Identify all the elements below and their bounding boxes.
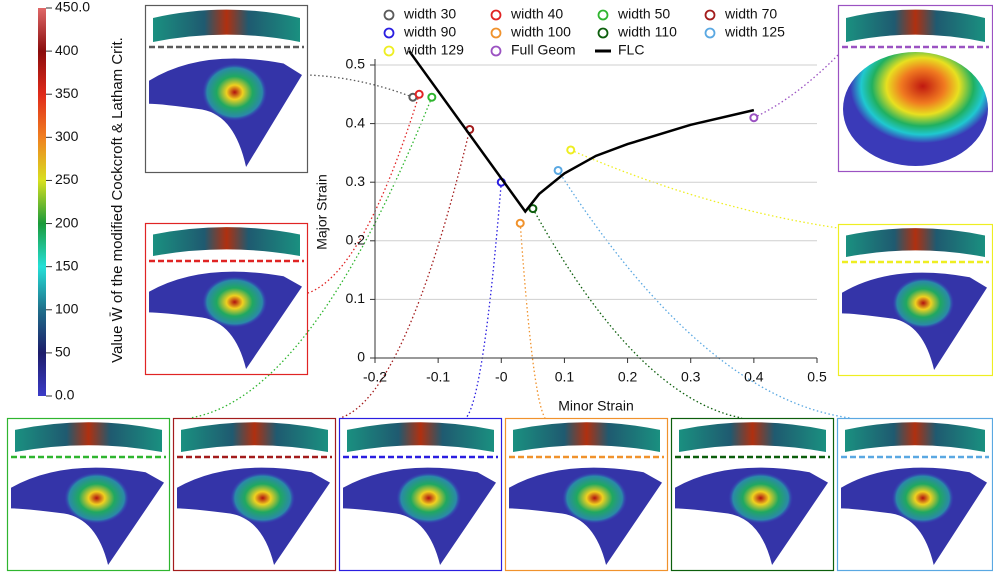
strain-zone <box>230 472 296 524</box>
strain-zone <box>202 276 268 328</box>
strain-zone <box>891 472 954 524</box>
cross-section <box>153 227 300 256</box>
legend-swatch <box>383 45 395 57</box>
connector <box>557 170 851 419</box>
strain-zone <box>396 472 462 524</box>
cross-section <box>845 422 985 452</box>
strain-zone <box>892 277 955 329</box>
cross-section <box>513 422 660 452</box>
legend-label: width 100 <box>510 24 571 40</box>
legend-label: width 40 <box>510 6 563 22</box>
cross-section <box>846 228 985 257</box>
connector <box>753 54 839 119</box>
strain-zone <box>202 63 268 121</box>
x-tick-label: -0.1 <box>426 369 450 385</box>
x-tick-label: -0.2 <box>363 369 387 385</box>
legend-swatch <box>597 27 609 39</box>
colorbar-tick-label: 100 <box>55 300 79 316</box>
data-point <box>528 204 538 214</box>
colorbar <box>38 8 46 396</box>
connector <box>189 96 433 419</box>
colorbar-tick-label: 150 <box>55 257 79 273</box>
panels <box>6 4 993 572</box>
image-panel <box>837 4 993 173</box>
y-tick-label: 0.1 <box>346 290 366 306</box>
colorbar-tick-label: 50 <box>55 344 71 360</box>
legend-label: width 125 <box>724 24 785 40</box>
legend-swatch <box>383 27 395 39</box>
data-point <box>414 89 424 99</box>
legend-label: width 110 <box>617 24 677 40</box>
cross-section <box>679 422 826 452</box>
x-axis-title: Minor Strain <box>558 398 633 414</box>
colorbar-title: Value W̄ of the modified Cockcroft & Lat… <box>109 37 126 363</box>
data-point <box>749 113 759 123</box>
y-tick-label: 0.4 <box>346 114 366 130</box>
strain-zone <box>64 472 130 524</box>
image-panel <box>144 222 309 376</box>
y-tick-label: 0 <box>357 349 365 365</box>
image-panel <box>837 223 993 377</box>
image-panel <box>6 417 171 572</box>
cross-section <box>347 422 494 452</box>
legend-label: width 70 <box>724 6 777 22</box>
legend-swatch <box>704 27 716 39</box>
colorbar-tick-label: 250 <box>55 171 79 187</box>
legend-label: FLC <box>618 42 644 58</box>
legend-swatch <box>704 9 716 21</box>
colorbar-tick-label: 400 <box>55 42 79 58</box>
strain-zone <box>562 472 628 524</box>
cross-section <box>846 9 985 42</box>
x-tick-label: 0.3 <box>681 369 701 385</box>
y-tick-label: 0.2 <box>346 232 366 248</box>
legend-label: width 90 <box>403 24 456 40</box>
legend-swatch <box>490 27 502 39</box>
connectors <box>189 54 851 419</box>
colorbar-tick-label: 0.0 <box>55 387 75 403</box>
x-tick-label: -0 <box>495 369 508 385</box>
y-tick-label: 0.5 <box>346 56 366 72</box>
dome <box>843 52 988 166</box>
data-point <box>566 145 576 155</box>
x-tick-label: 0.4 <box>744 369 764 385</box>
legend-swatch <box>597 9 609 21</box>
y-tick-label: 0.3 <box>346 173 366 189</box>
connector <box>532 208 743 419</box>
legend-label: Full Geom <box>511 42 576 58</box>
image-panel <box>338 417 503 572</box>
x-tick-label: 0.1 <box>555 369 575 385</box>
colorbar-tick-label: 200 <box>55 214 79 230</box>
legend-swatch <box>383 9 395 21</box>
flc-line <box>408 50 755 214</box>
legend-swatch <box>490 9 502 21</box>
image-panel <box>504 417 669 572</box>
connector <box>307 94 420 294</box>
strain-zone <box>728 472 794 524</box>
image-panel <box>144 4 309 174</box>
colorbar-tick-label: 450.0 <box>55 0 90 15</box>
data-point <box>515 218 525 228</box>
legend-label: width 30 <box>403 6 456 22</box>
connector <box>307 74 414 98</box>
y-axis-title: Major Strain <box>314 174 330 249</box>
image-panel <box>172 417 337 572</box>
colorbar-tick-label: 350 <box>55 85 79 101</box>
data-point <box>553 165 563 175</box>
connector <box>519 223 546 419</box>
image-panel <box>836 417 993 572</box>
data-point <box>427 92 437 102</box>
x-tick-label: 0.2 <box>618 369 638 385</box>
connector <box>339 129 471 419</box>
cross-section <box>181 422 328 452</box>
legend-swatch <box>490 45 502 57</box>
x-tick-label: 0.5 <box>807 369 827 385</box>
connector <box>570 149 839 229</box>
legend-label: width 50 <box>617 6 670 22</box>
cross-section <box>15 422 162 452</box>
legend-label: width 129 <box>403 42 464 58</box>
cross-section <box>153 9 300 42</box>
colorbar-tick-label: 300 <box>55 128 79 144</box>
image-panel <box>670 417 835 572</box>
